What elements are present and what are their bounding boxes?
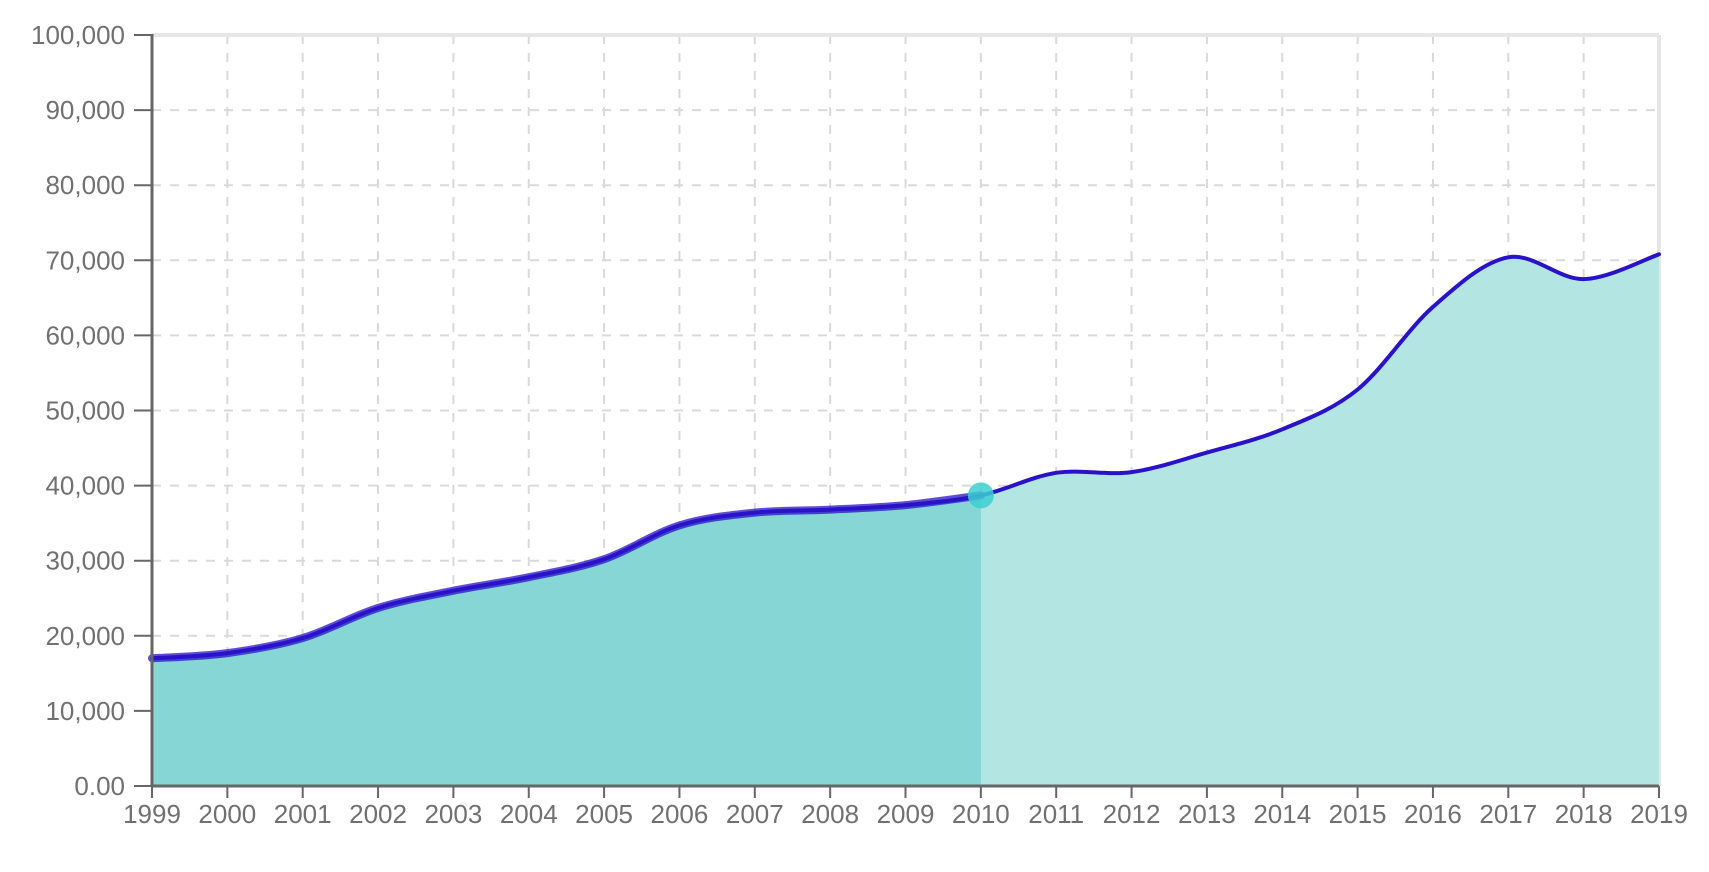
y-tick-label: 60,000: [45, 320, 125, 350]
y-tick-label: 20,000: [45, 621, 125, 651]
x-tick-label: 2003: [424, 799, 482, 829]
x-tick-label: 2002: [349, 799, 407, 829]
x-tick-label: 2015: [1329, 799, 1387, 829]
area-fills: [152, 254, 1659, 787]
x-tick-label: 2001: [274, 799, 332, 829]
y-tick-label: 90,000: [45, 95, 125, 125]
x-tick-label: 2019: [1630, 799, 1688, 829]
y-tick-label: 40,000: [45, 471, 125, 501]
x-tick-label: 2016: [1404, 799, 1462, 829]
series-line: [150, 252, 1661, 661]
x-tick-label: 2007: [726, 799, 784, 829]
x-tick-label: 2009: [877, 799, 935, 829]
x-tick-label: 2017: [1479, 799, 1537, 829]
series-line-group: [148, 252, 1661, 663]
y-tick-label: 50,000: [45, 396, 125, 426]
x-tick-label: 2008: [801, 799, 859, 829]
y-tick-label: 30,000: [45, 546, 125, 576]
y-tick-label: 80,000: [45, 170, 125, 200]
x-tick-label: 2010: [952, 799, 1010, 829]
x-tick-label: 2011: [1028, 799, 1084, 829]
x-tick-label: 2012: [1103, 799, 1161, 829]
x-tick-label: 2014: [1253, 799, 1311, 829]
x-tick-label: 2018: [1555, 799, 1613, 829]
data-points: [967, 482, 994, 509]
x-tick-label: 2005: [575, 799, 633, 829]
area-fill-highlighted: [152, 495, 981, 786]
x-tick-label: 1999: [123, 799, 181, 829]
y-tick-label: 100,000: [31, 20, 125, 50]
x-axis-ticks: 1999 2000 2001 2002 2003 2004 2005 2006 2007 2008…: [123, 786, 1688, 829]
y-axis-ticks: 0.00 10,000 20,000 30,000 40,000 50,000 60,000…: [31, 20, 152, 801]
highlighted-data-point[interactable]: [967, 482, 994, 509]
y-tick-label: 10,000: [45, 696, 125, 726]
y-tick-label: 70,000: [45, 245, 125, 275]
y-tick-label: 0.00: [74, 771, 125, 801]
x-tick-label: 2004: [500, 799, 558, 829]
x-tick-label: 2013: [1178, 799, 1236, 829]
x-tick-label: 2000: [198, 799, 256, 829]
x-tick-label: 2006: [651, 799, 709, 829]
